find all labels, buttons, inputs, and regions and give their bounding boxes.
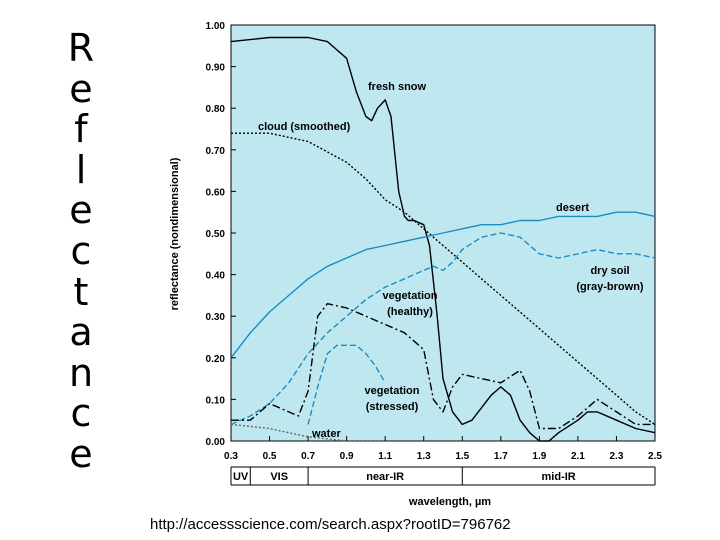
x-tick-label: 2.3 — [610, 451, 624, 462]
series-line-water — [230, 423, 386, 442]
y-tick-label: 0.40 — [206, 271, 226, 282]
series-line-dry-soil-gray-brown — [230, 232, 656, 426]
y-tick-label: 0.10 — [206, 395, 226, 406]
source-url: http://accessscience.com/search.aspx?roo… — [150, 516, 511, 533]
title-letter: e — [69, 66, 93, 111]
y-tick-label: 1.00 — [206, 21, 226, 32]
title-letter: c — [70, 228, 92, 273]
x-tick-label: 1.5 — [455, 451, 469, 462]
series-line-fresh-snow — [230, 36, 656, 442]
title-letter: e — [69, 431, 93, 476]
series-label: vegetation — [364, 385, 419, 397]
title-letter: c — [70, 391, 92, 436]
title-letter: a — [69, 310, 93, 355]
series-label: desert — [556, 202, 589, 214]
x-tick-label: 1.3 — [417, 451, 431, 462]
x-tick-label: 0.5 — [263, 451, 277, 462]
series-label: water — [311, 428, 341, 440]
title-letter: R — [67, 26, 95, 70]
band-label: UV — [233, 471, 249, 483]
x-tick-label: 1.9 — [532, 451, 546, 462]
series-line-desert — [230, 211, 656, 359]
series-label: (gray-brown) — [576, 281, 644, 293]
y-tick-label: 0.30 — [206, 312, 226, 323]
y-tick-label: 0.50 — [206, 229, 226, 240]
series-line-vegetation-healthy — [231, 303, 655, 430]
y-tick-label: 0.70 — [206, 146, 226, 157]
band-label: VIS — [270, 471, 288, 483]
series-label: (healthy) — [387, 306, 433, 318]
x-tick-label: 2.5 — [648, 451, 662, 462]
series-label: dry soil — [590, 265, 629, 277]
y-tick-label: 0.60 — [206, 187, 226, 198]
title-letter: n — [68, 350, 94, 395]
y-tick-label: 0.80 — [206, 104, 226, 115]
band-label: near-IR — [366, 471, 404, 483]
y-tick-label: 0.20 — [206, 354, 226, 365]
title-letter: t — [73, 269, 89, 314]
title-letter: e — [69, 188, 93, 233]
series-line-cloud-smoothed — [231, 132, 656, 425]
x-tick-label: 0.3 — [224, 451, 238, 462]
series-label: cloud (smoothed) — [258, 121, 351, 133]
y-tick-label: 0.00 — [206, 437, 226, 448]
band-label: mid-IR — [542, 471, 576, 483]
x-tick-label: 2.1 — [571, 451, 585, 462]
x-axis-label: wavelength, µm — [408, 496, 491, 508]
x-tick-label: 1.7 — [494, 451, 508, 462]
x-tick-label: 0.7 — [301, 451, 315, 462]
y-axis-label: reflectance (nondimensional) — [169, 157, 181, 310]
y-tick-label: 0.90 — [206, 63, 226, 74]
x-tick-label: 0.9 — [340, 451, 354, 462]
series-label: fresh snow — [368, 81, 427, 93]
title-letter: l — [75, 147, 87, 192]
series-line-vegetation-stressed — [307, 344, 386, 425]
series-label: (stressed) — [366, 401, 419, 413]
x-tick-label: 1.1 — [378, 451, 392, 462]
title-letter: f — [74, 107, 88, 152]
series-label: vegetation — [382, 290, 437, 302]
